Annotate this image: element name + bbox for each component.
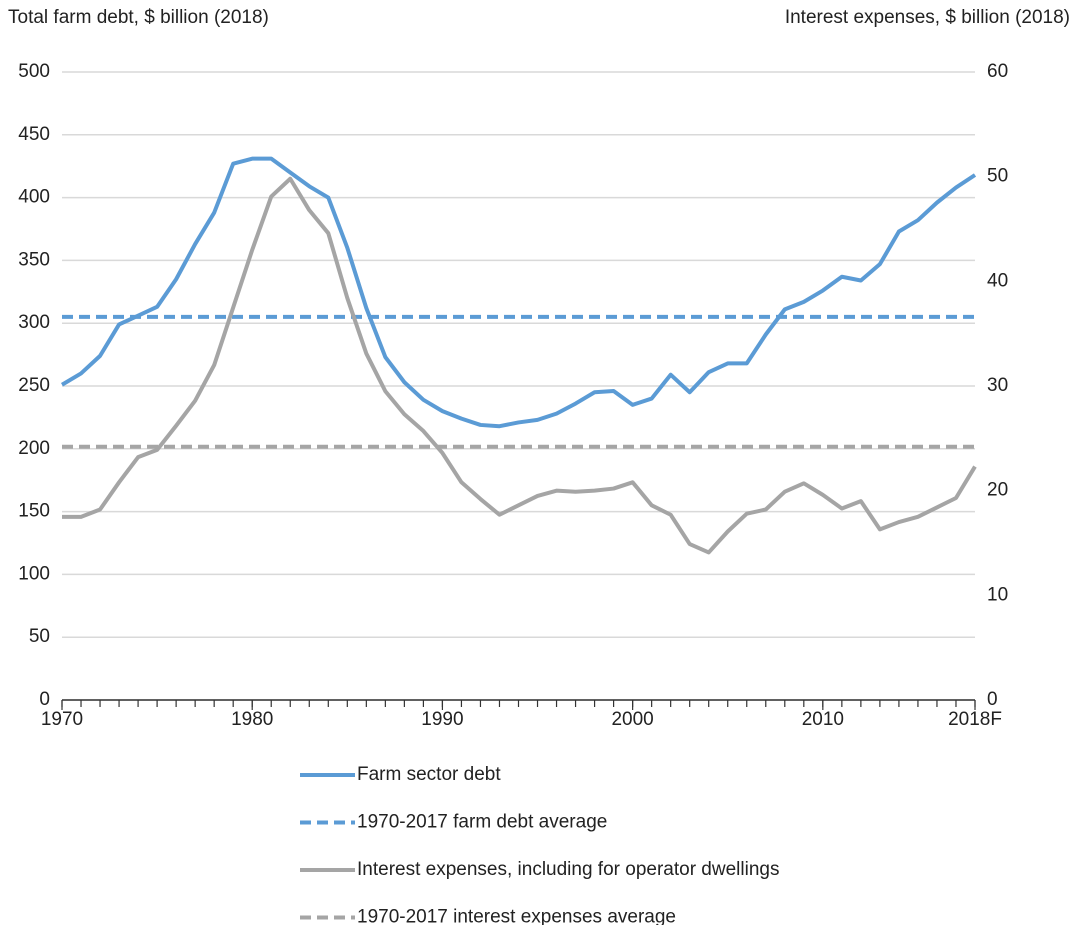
y-tick-label: 350	[18, 249, 50, 270]
y-tick-label: 500	[18, 61, 50, 82]
y2-tick-label: 30	[987, 375, 1008, 396]
y2-tick-label: 40	[987, 270, 1008, 291]
x-tick-label: 2000	[611, 709, 653, 730]
y-tick-label: 150	[18, 501, 50, 522]
x-tick-label: 2010	[802, 709, 844, 730]
x-tick-label: 1990	[421, 709, 463, 730]
y-tick-label: 100	[18, 563, 50, 584]
series-line	[62, 176, 977, 555]
y-tick-label: 300	[18, 312, 50, 333]
y-axis-title: Total farm debt, $ billion (2018)	[8, 7, 269, 28]
x-tick-label: 2018F	[948, 709, 1002, 730]
x-tick-label: 1970	[41, 709, 83, 730]
y2-tick-label: 0	[987, 689, 998, 710]
series-line	[60, 156, 977, 429]
x-tick-label: 1980	[231, 709, 273, 730]
y-tick-label: 50	[29, 626, 50, 647]
legend-label: Interest expenses, including for operato…	[357, 859, 779, 880]
y2-tick-label: 20	[987, 480, 1008, 501]
legend-label: Farm sector debt	[357, 764, 501, 785]
legend-label: 1970-2017 farm debt average	[357, 812, 607, 833]
y2-tick-label: 60	[987, 61, 1008, 82]
y-tick-label: 200	[18, 438, 50, 459]
legend-label: 1970-2017 interest expenses average	[357, 907, 676, 925]
y-tick-label: 0	[39, 689, 50, 710]
y2-axis-title: Interest expenses, $ billion (2018)	[785, 7, 1070, 28]
y-tick-label: 450	[18, 124, 50, 145]
y-tick-label: 250	[18, 375, 50, 396]
y2-tick-label: 50	[987, 166, 1008, 187]
y2-tick-label: 10	[987, 584, 1008, 605]
y-tick-label: 400	[18, 187, 50, 208]
